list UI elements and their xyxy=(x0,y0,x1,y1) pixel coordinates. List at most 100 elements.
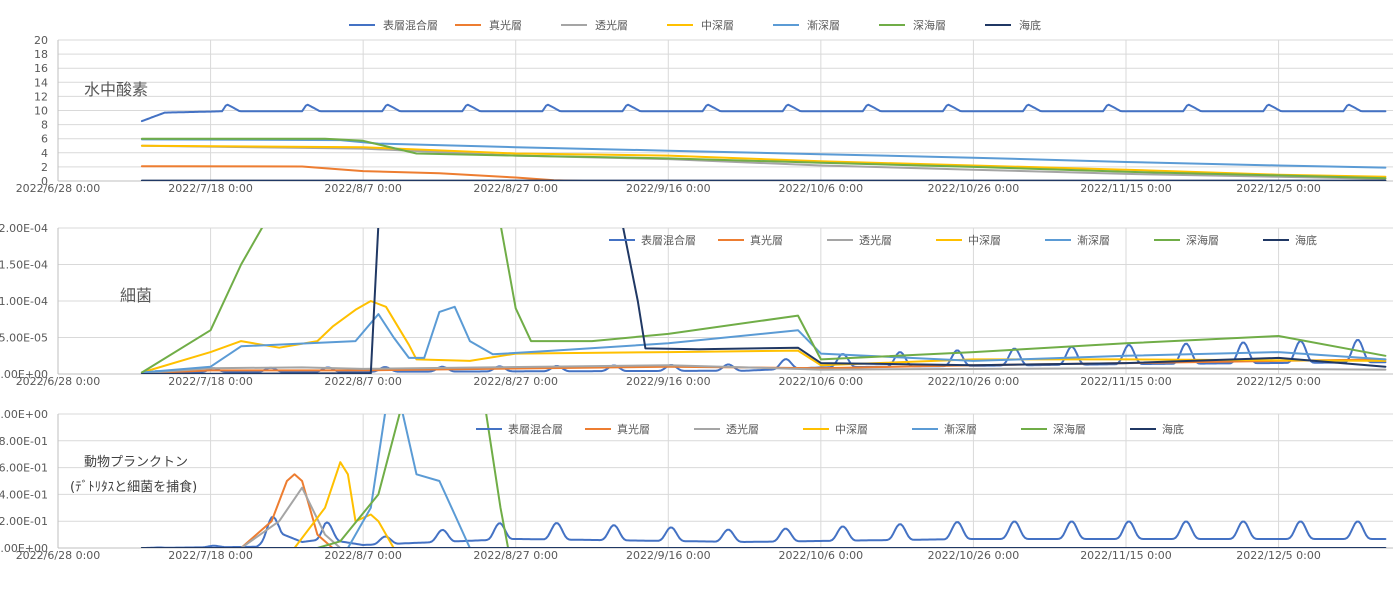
x-tick-label: 2022/9/16 0:00 xyxy=(626,375,711,388)
legend-label: 深海層 xyxy=(913,18,946,32)
x-tick-label: 2022/10/6 0:00 xyxy=(779,375,864,388)
legend-label: 表層混合層 xyxy=(508,422,563,436)
legend-label: 漸深層 xyxy=(807,19,840,32)
y-tick-label: 4 xyxy=(41,147,48,160)
legend-label: 透光層 xyxy=(859,233,892,247)
legend-label: 表層混合層 xyxy=(641,233,696,247)
legend-label: 漸深層 xyxy=(1077,234,1110,247)
x-tick-label: 2022/8/27 0:00 xyxy=(473,375,558,388)
x-tick-label: 2022/10/6 0:00 xyxy=(779,182,864,195)
legend-label: 表層混合層 xyxy=(383,18,438,32)
series-line-4 xyxy=(140,138,1387,169)
series-line-1 xyxy=(140,473,387,548)
x-tick-label: 2022/11/15 0:00 xyxy=(1080,182,1172,195)
x-axis: 2022/6/28 0:00 2022/7/18 0:00 2022/8/7 0:0… xyxy=(16,228,1393,388)
bacteria-chart: 0.00E+00 5.00E-05 1.00E-04 1.50E-04 2.00E-04… xyxy=(0,222,1393,388)
x-tick-label: 2022/8/7 0:00 xyxy=(324,549,402,562)
x-tick-label: 2022/6/28 0:00 xyxy=(16,375,101,388)
chart-title: 動物プランクトン xyxy=(84,455,188,470)
series-line-3 xyxy=(140,300,1387,374)
legend-label: 真光層 xyxy=(489,18,522,32)
series-line-3 xyxy=(140,461,464,548)
series-line-5 xyxy=(140,414,586,548)
x-tick-label: 2022/8/7 0:00 xyxy=(324,182,402,195)
y-tick-label: 4.00E-01 xyxy=(0,488,48,501)
x-tick-label: 2022/10/6 0:00 xyxy=(779,549,864,562)
y-tick-label: 1.50E-04 xyxy=(0,259,48,272)
legend: 表層混合層 真光層 透光層 中深層 漸深層 深海層 海底 xyxy=(609,233,1317,247)
legend-label: 海底 xyxy=(1019,18,1041,32)
y-tick-label: 16 xyxy=(34,62,48,75)
y-tick-label: 8 xyxy=(41,119,48,132)
legend-label: 真光層 xyxy=(750,233,783,247)
series-line-5 xyxy=(140,228,1387,374)
x-tick-label: 2022/8/27 0:00 xyxy=(473,182,558,195)
y-tick-label: 6 xyxy=(41,133,48,146)
y-tick-label: 8.00E-01 xyxy=(0,435,48,448)
y-tick-label: 0.00E+00 xyxy=(0,368,48,381)
y-tick-label: 14 xyxy=(34,76,48,89)
y-tick-label: 12 xyxy=(34,90,48,103)
legend-label: 深海層 xyxy=(1186,233,1219,247)
chart-title: 水中酸素 xyxy=(84,80,148,99)
series-line-2 xyxy=(140,364,1387,374)
x-tick-label: 2022/10/26 0:00 xyxy=(928,375,1020,388)
y-tick-label: 10 xyxy=(34,105,48,118)
y-tick-label: 18 xyxy=(34,48,48,61)
series-line-4 xyxy=(140,414,540,548)
x-tick-label: 2022/11/15 0:00 xyxy=(1080,375,1172,388)
y-tick-label: 2 xyxy=(41,161,48,174)
y-tick-label: 6.00E-01 xyxy=(0,462,48,475)
chart-subtitle: (ﾃﾞﾄﾘﾀｽと細菌を捕食) xyxy=(70,479,197,495)
series-line-6 xyxy=(140,228,1387,374)
legend-label: 海底 xyxy=(1162,422,1184,436)
x-tick-label: 2022/10/26 0:00 xyxy=(928,182,1020,195)
legend-label: 海底 xyxy=(1295,233,1317,247)
chart-title: 細菌 xyxy=(120,286,152,305)
y-tick-label: 20 xyxy=(34,34,48,47)
legend-label: 透光層 xyxy=(726,422,759,436)
y-tick-label: 5.00E-05 xyxy=(0,332,48,345)
legend-label: 透光層 xyxy=(595,18,628,32)
x-tick-label: 2022/9/16 0:00 xyxy=(626,182,711,195)
x-axis: 2022/6/28 0:00 2022/7/18 0:00 2022/8/7 0:0… xyxy=(16,414,1393,562)
series-line-2 xyxy=(140,486,387,548)
series-line-0 xyxy=(140,515,1387,548)
x-tick-label: 2022/6/28 0:00 xyxy=(16,182,101,195)
x-tick-label: 2022/11/15 0:00 xyxy=(1080,549,1172,562)
x-tick-label: 2022/12/5 0:00 xyxy=(1236,549,1321,562)
x-tick-label: 2022/6/28 0:00 xyxy=(16,549,101,562)
x-tick-label: 2022/7/18 0:00 xyxy=(168,375,253,388)
y-tick-label: 1.00E+00 xyxy=(0,408,48,421)
legend: 表層混合層 真光層 透光層 中深層 漸深層 深海層 海底 xyxy=(349,18,1041,32)
x-tick-label: 2022/9/16 0:00 xyxy=(626,549,711,562)
legend: 表層混合層 真光層 透光層 中深層 漸深層 深海層 海底 xyxy=(476,422,1184,436)
series-line-3 xyxy=(140,144,1387,178)
series-group xyxy=(140,228,1387,374)
y-tick-label: 2.00E-04 xyxy=(0,222,48,235)
y-axis: 0.00E+00 5.00E-05 1.00E-04 1.50E-04 2.00E-04 xyxy=(0,222,1393,381)
series-line-2 xyxy=(140,144,1387,180)
series-line-4 xyxy=(140,305,1387,374)
x-tick-label: 2022/7/18 0:00 xyxy=(168,549,253,562)
x-tick-label: 2022/12/5 0:00 xyxy=(1236,375,1321,388)
zooplankton-chart: 0.00E+00 2.00E-01 4.00E-01 6.00E-01 8.00E-01… xyxy=(0,408,1393,562)
y-axis: 0.00E+00 2.00E-01 4.00E-01 6.00E-01 8.00E-01… xyxy=(0,408,1393,555)
y-tick-label: 1.00E-04 xyxy=(0,295,48,308)
legend-label: 中深層 xyxy=(968,234,1001,247)
series-line-0 xyxy=(140,103,1387,123)
y-tick-label: 2.00E-01 xyxy=(0,515,48,528)
series-line-0 xyxy=(140,339,1387,374)
legend-label: 真光層 xyxy=(617,422,650,436)
x-tick-label: 2022/8/27 0:00 xyxy=(473,549,558,562)
series-group xyxy=(140,103,1387,181)
x-tick-label: 2022/10/26 0:00 xyxy=(928,549,1020,562)
y-tick-label: 0.00E+00 xyxy=(0,542,48,555)
series-line-5 xyxy=(140,137,1387,180)
legend-label: 漸深層 xyxy=(944,423,977,436)
series-group xyxy=(140,414,1387,548)
legend-label: 深海層 xyxy=(1053,422,1086,436)
legend-label: 中深層 xyxy=(835,423,868,436)
